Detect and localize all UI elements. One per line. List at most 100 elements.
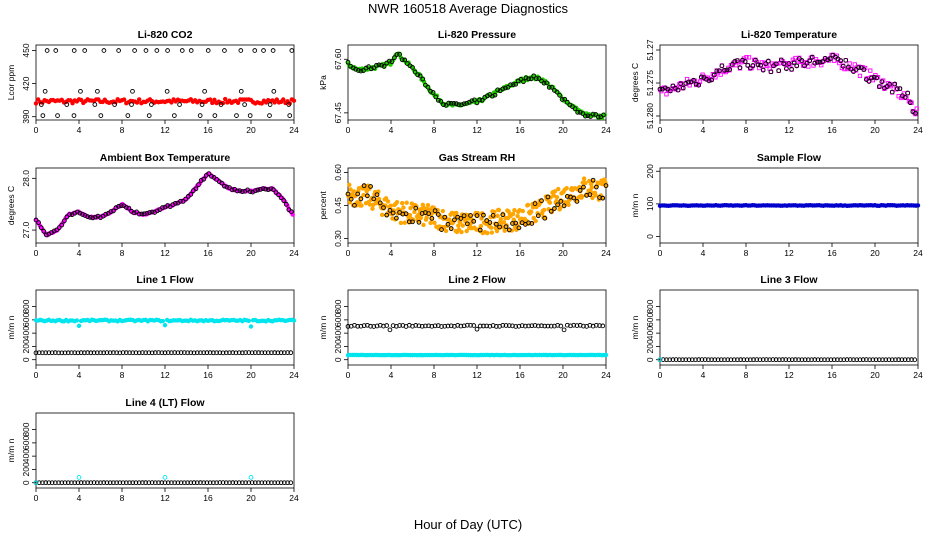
point-temp-temp-avg [766, 58, 771, 64]
y-tick-label: 0 [645, 234, 655, 239]
point-temp-temp-avg [735, 58, 740, 63]
point-co2-mid [129, 102, 134, 107]
point-pres-pressure-avg [541, 80, 547, 86]
y-tick-label: 400 [21, 449, 31, 463]
point-line1-line1-low [117, 350, 123, 356]
point-temp-temp-avg [840, 63, 846, 69]
point-line3-line3-flow [806, 357, 811, 363]
point-rh-rh [460, 223, 466, 228]
point-temp-temp-avg [913, 110, 918, 116]
point-line4-line4-flow [52, 480, 58, 486]
point-line3-line3-flow [789, 357, 795, 363]
point-line1-line1-low [175, 350, 181, 356]
point-pres-pressure-avg [575, 110, 580, 115]
point-temp-temp-avg [670, 83, 676, 89]
point-rh-rh-avg [603, 183, 609, 188]
x-tick-label: 24 [289, 370, 299, 380]
point-line1-line1-low [101, 350, 107, 356]
point-rh-rh-avg [416, 219, 422, 225]
y-tick-label: 200 [645, 339, 655, 353]
point-line3-line3-flow [847, 357, 853, 362]
y-tick-label: 0.60 [333, 164, 343, 181]
point-rh-rh [478, 223, 484, 229]
point-line1-line1-low [75, 350, 81, 356]
point-rh-rh [424, 215, 429, 220]
point-co2-upper [95, 88, 100, 94]
point-line1-line1-low [98, 350, 103, 356]
plot-frame [347, 44, 607, 121]
point-pres-pressure-avg [386, 58, 392, 64]
point-pres-pressure-avg [381, 63, 387, 69]
x-tick-label: 20 [870, 248, 880, 258]
point-line2-line2-high [371, 324, 377, 329]
point-temp-temp [857, 73, 863, 79]
x-tick-label: 16 [203, 493, 213, 503]
point-line2-line2-high [510, 323, 515, 329]
point-box-box-avg [38, 225, 44, 230]
point-line4-line4-flow [240, 480, 245, 486]
point-line4-line4-flow [140, 480, 145, 486]
point-rh-rh [589, 185, 595, 190]
point-line1-line1-low [72, 350, 78, 356]
point-line3-line3-flow [793, 357, 798, 362]
x-tick-label: 12 [160, 370, 170, 380]
point-co2-low [98, 113, 104, 118]
x-tick-label: 8 [744, 125, 749, 135]
point-rh-rh-avg [574, 199, 580, 204]
point-line3-line3-flow [712, 357, 718, 363]
point-box-box-avg [193, 186, 199, 192]
point-co2-upper [202, 88, 207, 94]
point-line2-line2-high [442, 323, 448, 329]
point-pres-pressure-avg [601, 112, 606, 118]
point-rh-rh [485, 230, 490, 236]
point-rh-rh-avg [532, 201, 538, 206]
point-temp-temp-avg [760, 67, 766, 73]
point-rh-rh-avg [548, 208, 554, 214]
point-rh-rh [590, 195, 595, 201]
x-tick-label: 24 [601, 125, 611, 135]
point-line4-line4-peaks [76, 475, 82, 480]
x-tick-label: 16 [515, 248, 525, 258]
point-pres-pressure-avg [472, 97, 477, 103]
point-rh-rh [458, 220, 463, 225]
point-line4-line4-flow [252, 480, 258, 486]
point-box-box-avg [172, 200, 178, 206]
point-line4-line4-flow [149, 480, 155, 485]
point-line1-line1-low [236, 350, 242, 356]
panel-title: Sample Flow [757, 152, 822, 164]
point-temp-temp-avg [838, 58, 843, 63]
point-line1-line1-low [223, 350, 229, 356]
panel-title: Line 1 Flow [136, 274, 194, 286]
point-temp-temp-avg [866, 79, 872, 84]
point-line2-line2-high [516, 323, 522, 329]
point-line4-line4-flow [288, 480, 294, 486]
point-rh-rh [494, 228, 500, 234]
y-axis-label: m/m n [6, 438, 16, 462]
point-line4-line4-flow [85, 480, 90, 486]
point-rh-rh [407, 213, 413, 218]
point-line4-line4-flow [117, 480, 123, 486]
point-line2-line2-high [568, 323, 573, 329]
point-rh-rh-avg [590, 177, 596, 183]
point-co2-ppm-avg [121, 97, 127, 102]
point-line2-line2-high [484, 323, 490, 329]
point-pres-pressure-avg [412, 69, 418, 75]
point-box-box-avg [54, 227, 59, 233]
point-rh-rh-avg [539, 198, 544, 203]
point-box-box-avg [201, 176, 207, 182]
point-box-box-avg [41, 228, 47, 234]
point-rh-rh-avg [471, 218, 477, 224]
y-tick-label: 200 [645, 164, 655, 178]
point-line2-line2-high [381, 323, 386, 329]
x-tick-label: 4 [701, 248, 706, 258]
point-pres-pressure-avg [415, 72, 421, 78]
point-pres-pressure-avg [441, 102, 446, 108]
point-rh-rh-avg [497, 224, 502, 230]
point-box-box-avg [74, 209, 80, 215]
point-line2-line2-high [545, 323, 551, 329]
point-line4-line4-flow [227, 480, 232, 486]
point-co2-low [287, 113, 293, 118]
point-temp-temp-avg [691, 77, 696, 83]
point-rh-rh [525, 202, 531, 208]
point-line3-line3-flow [725, 357, 731, 363]
